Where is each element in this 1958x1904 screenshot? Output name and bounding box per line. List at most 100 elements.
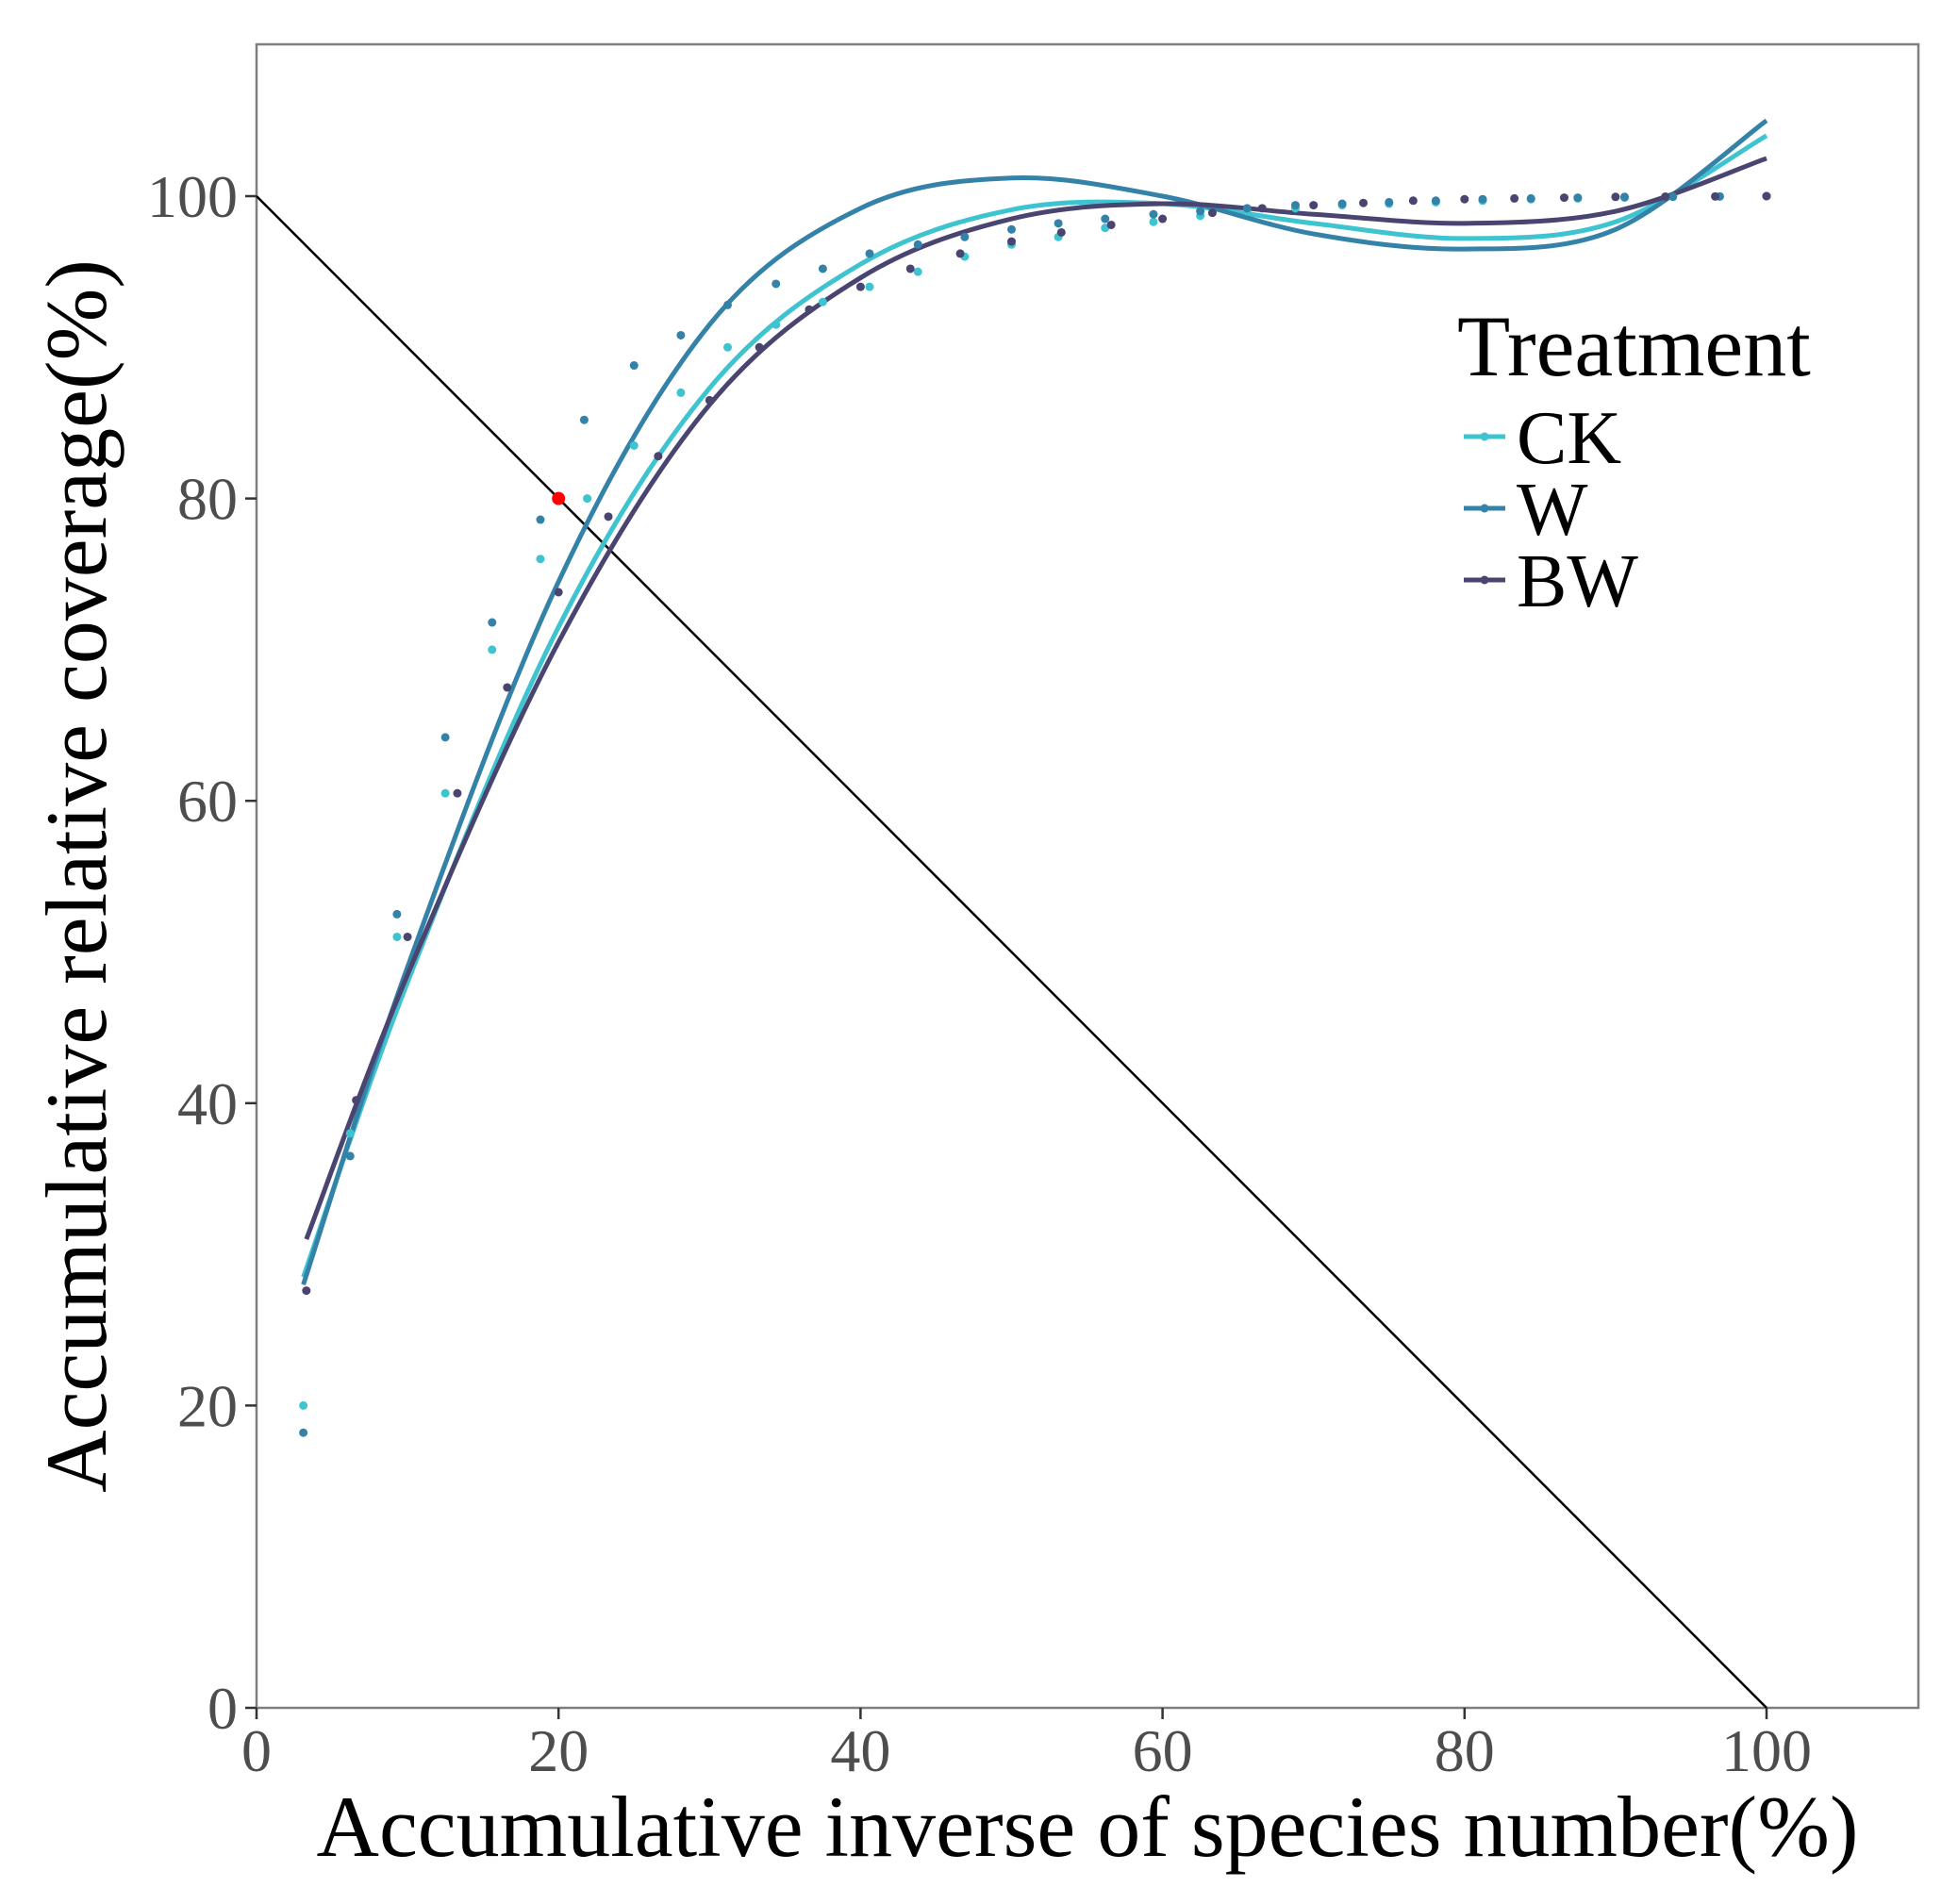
data-point-ck [723, 342, 733, 352]
data-point-ck [913, 267, 922, 276]
data-point-ck [536, 555, 545, 564]
data-point-w [818, 264, 827, 273]
x-tick-label: 20 [528, 1717, 589, 1784]
plot-panel [255, 42, 1920, 1710]
data-point-bw [403, 932, 412, 941]
data-point-ck [345, 1129, 355, 1138]
data-point-w [1101, 214, 1110, 224]
data-point-bw [1661, 191, 1670, 201]
data-point-ck [392, 932, 402, 941]
data-point-ck [676, 388, 686, 397]
data-point-bw [1460, 194, 1469, 204]
data-point-w [1668, 191, 1678, 201]
x-tick-label: 40 [830, 1717, 890, 1784]
legend-label-bw: BW [1517, 540, 1638, 623]
data-point-bw [1007, 237, 1016, 246]
data-point-w [392, 909, 402, 919]
data-point-w [676, 330, 686, 339]
data-point-ck [772, 320, 781, 329]
data-point-bw [1559, 193, 1568, 203]
data-point-bw [654, 452, 663, 461]
data-point-bw [855, 282, 865, 291]
y-tick-label: 60 [177, 768, 238, 835]
data-point-w [488, 618, 497, 627]
data-point-bw [1207, 208, 1217, 218]
y-axis-title: Accumulative relative coverage(%) [28, 259, 124, 1493]
legend-key-point-bw [1480, 575, 1489, 585]
highlight-point [552, 491, 566, 505]
data-point-w [345, 1151, 355, 1161]
data-point-w [1007, 224, 1016, 234]
data-point-bw [1762, 191, 1771, 201]
data-point-bw [705, 395, 714, 405]
data-point-w [772, 279, 781, 289]
points-layer [299, 191, 1771, 1437]
data-point-bw [604, 512, 613, 522]
data-point-w [1290, 201, 1300, 210]
data-point-w [1385, 197, 1394, 207]
data-point-w [1149, 209, 1158, 219]
y-tick-label: 0 [207, 1675, 238, 1742]
data-point-w [913, 240, 922, 249]
legend-title: Treatment [1457, 298, 1811, 394]
data-point-ck [299, 1400, 308, 1410]
y-tick-label: 100 [147, 163, 238, 230]
data-point-w [536, 515, 545, 524]
fit-line-w [301, 118, 1768, 1285]
data-point-bw [503, 683, 512, 692]
data-point-bw [905, 264, 915, 273]
reference-layer [256, 195, 1767, 1709]
data-point-ck [865, 282, 874, 291]
data-point-ck [488, 645, 497, 654]
data-point-bw [755, 342, 764, 352]
data-point-bw [302, 1286, 311, 1296]
data-point-bw [1711, 191, 1720, 201]
legend-key-point-w [1480, 504, 1489, 513]
data-point-w [1573, 193, 1583, 203]
legend-key-point-ck [1480, 432, 1489, 441]
data-point-w [579, 415, 589, 424]
data-point-ck [629, 440, 639, 450]
data-point-bw [1359, 198, 1369, 207]
data-point-bw [1106, 220, 1116, 229]
data-point-w [299, 1428, 308, 1437]
data-point-ck [583, 494, 592, 504]
legend-label-w: W [1517, 469, 1588, 552]
data-point-bw [1257, 204, 1267, 213]
data-point-bw [453, 788, 462, 798]
data-point-bw [1158, 214, 1168, 224]
data-point-bw [1408, 196, 1418, 206]
x-tick-label: 0 [241, 1717, 272, 1784]
y-tick-label: 40 [177, 1070, 238, 1137]
data-point-bw [1309, 201, 1319, 210]
y-tick-label: 80 [177, 466, 238, 533]
reference-line [256, 195, 1767, 1709]
y-axis-ticks: 0 20 40 60 80 100 [147, 163, 257, 1742]
data-point-bw [554, 588, 563, 597]
x-tick-label: 60 [1133, 1717, 1193, 1784]
data-point-w [1526, 193, 1535, 203]
data-point-w [1620, 192, 1630, 202]
data-point-w [865, 249, 874, 258]
y-tick-label: 20 [177, 1372, 238, 1439]
data-point-bw [1056, 227, 1066, 237]
data-point-ck [1149, 217, 1158, 226]
data-point-w [1478, 194, 1487, 204]
data-point-w [723, 300, 733, 309]
data-point-w [440, 733, 450, 742]
data-point-bw [1611, 192, 1620, 202]
legend-label-ck: CK [1517, 397, 1621, 480]
data-point-w [1431, 196, 1440, 206]
data-point-bw [352, 1096, 361, 1105]
data-point-ck [818, 297, 827, 306]
data-point-ck [440, 788, 450, 798]
x-axis-ticks: 0 20 40 60 80 100 [241, 1708, 1812, 1784]
data-point-w [1337, 199, 1347, 208]
data-point-w [629, 361, 639, 371]
data-point-w [1242, 204, 1252, 213]
data-point-w [1054, 219, 1063, 228]
data-point-bw [955, 249, 965, 258]
x-axis-title: Accumulative inverse of species number(%… [317, 1779, 1859, 1875]
